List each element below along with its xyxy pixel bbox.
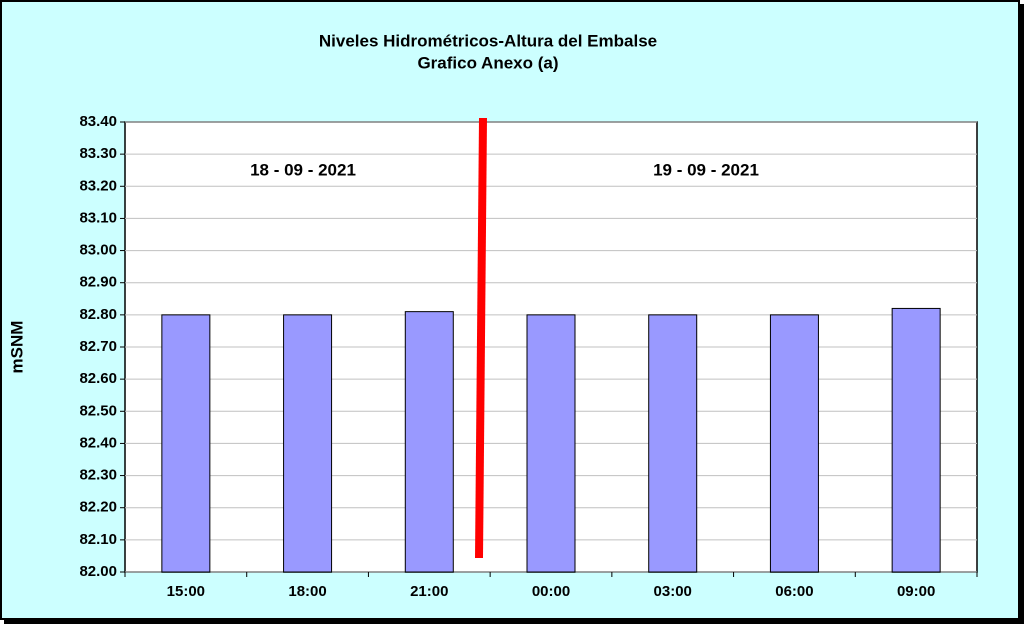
x-tick-label: 18:00 bbox=[288, 583, 326, 600]
y-tick-label: 82.70 bbox=[79, 338, 117, 355]
x-tick-label: 06:00 bbox=[775, 583, 813, 600]
y-tick-label: 82.10 bbox=[79, 531, 117, 548]
day-separator bbox=[475, 117, 487, 559]
x-tick-label: 03:00 bbox=[654, 583, 692, 600]
bar bbox=[161, 314, 211, 573]
y-tick-label: 83.20 bbox=[79, 177, 117, 194]
shadow bbox=[4, 620, 1024, 624]
x-tick-label: 09:00 bbox=[897, 583, 935, 600]
bar bbox=[769, 314, 819, 573]
y-tick-label: 83.40 bbox=[79, 113, 117, 130]
chart-title: Niveles Hidrométricos-Altura del Embalse bbox=[319, 31, 657, 50]
y-tick-label: 82.20 bbox=[79, 499, 117, 516]
y-tick-label: 83.10 bbox=[79, 209, 117, 226]
shadow bbox=[1020, 4, 1024, 624]
bar bbox=[404, 311, 454, 573]
bar bbox=[891, 307, 941, 573]
marks: 82.00 82.10 82.20 82.30 82.40 82.50 82.60 82.70… bbox=[79, 113, 978, 600]
chart-subtitle: Grafico Anexo (a) bbox=[417, 53, 558, 72]
y-tick-label: 82.30 bbox=[79, 467, 117, 484]
x-tick-label: 15:00 bbox=[167, 583, 205, 600]
y-tick-label: 82.80 bbox=[79, 306, 117, 323]
bar bbox=[648, 314, 698, 573]
y-axis-label: mSNM bbox=[7, 321, 26, 374]
annotation: 18 - 09 - 2021 bbox=[250, 160, 356, 179]
y-tick-label: 83.00 bbox=[79, 242, 117, 259]
y-tick-label: 82.90 bbox=[79, 274, 117, 291]
y-tick-label: 82.50 bbox=[79, 402, 117, 419]
annotation: 19 - 09 - 2021 bbox=[653, 160, 759, 179]
y-tick-label: 83.30 bbox=[79, 145, 117, 162]
bar bbox=[283, 314, 333, 573]
y-tick-label: 82.40 bbox=[79, 434, 117, 451]
y-tick-label: 82.00 bbox=[79, 563, 117, 580]
x-tick-label: 21:00 bbox=[410, 583, 448, 600]
x-tick-label: 00:00 bbox=[532, 583, 570, 600]
bar bbox=[526, 314, 576, 573]
y-tick-label: 82.60 bbox=[79, 370, 117, 387]
